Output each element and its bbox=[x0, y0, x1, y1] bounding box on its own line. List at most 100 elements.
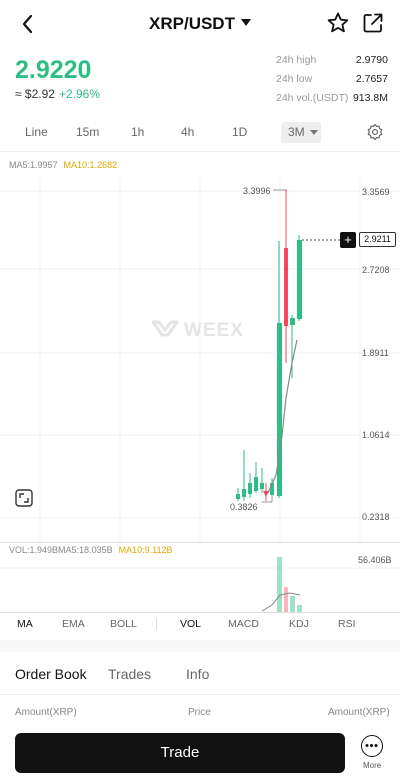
trading-pair-selector[interactable]: XRP/USDT bbox=[0, 14, 400, 34]
volume-legend: VOL:1.949BMA5:18.035B MA10:9.112B bbox=[9, 545, 172, 555]
volume-bar bbox=[277, 557, 282, 613]
indicator-bar: MA EMA BOLL VOL MACD KDJ RSI bbox=[0, 614, 400, 634]
watermark-text: WEEX bbox=[184, 320, 244, 341]
caret-down-icon bbox=[240, 19, 251, 26]
tab-trades[interactable]: Trades bbox=[108, 666, 152, 682]
stat-24h-high: 24h high 2.9790 bbox=[276, 53, 388, 72]
candle-body bbox=[260, 483, 264, 489]
indicator-kdj[interactable]: KDJ bbox=[289, 618, 309, 630]
volume-ma-line bbox=[261, 592, 301, 612]
timeframe-4h[interactable]: 4h bbox=[181, 125, 195, 139]
candle-body bbox=[277, 323, 282, 496]
indicator-ema[interactable]: EMA bbox=[62, 618, 85, 630]
volume-bar bbox=[290, 596, 295, 613]
watermark: WEEX bbox=[150, 318, 244, 342]
tab-info[interactable]: Info bbox=[186, 666, 210, 682]
add-order-button[interactable]: + bbox=[340, 232, 356, 248]
vol-value: VOL:1.949B bbox=[9, 545, 59, 555]
candle-body bbox=[242, 489, 246, 497]
stat-label: 24h vol.(USDT) bbox=[276, 92, 349, 104]
more-icon[interactable] bbox=[361, 735, 383, 757]
high-label: 3.3996 bbox=[243, 186, 271, 196]
low-label: 0.3826 bbox=[230, 502, 258, 512]
divider bbox=[0, 612, 400, 613]
chart-canvas bbox=[0, 173, 400, 543]
trade-button[interactable]: Trade bbox=[15, 733, 345, 773]
volume-bar bbox=[297, 605, 302, 613]
stat-value: 2.9790 bbox=[355, 54, 388, 66]
y-tick: 1.0614 bbox=[362, 430, 390, 440]
indicator-vol[interactable]: VOL bbox=[180, 618, 202, 630]
stat-label: 24h low bbox=[276, 73, 313, 85]
candle-body bbox=[290, 318, 295, 325]
divider bbox=[0, 542, 400, 543]
y-tick: 0.2318 bbox=[362, 512, 390, 522]
column-amount-bid: Amount(XRP) bbox=[15, 707, 77, 718]
timeframe-3m-dropdown[interactable]: 3M bbox=[281, 122, 321, 143]
y-tick: 1.8911 bbox=[362, 348, 389, 358]
chart-grid bbox=[0, 173, 400, 543]
ticker-stats: 24h high 2.9790 24h low 2.7657 24h vol.(… bbox=[276, 53, 388, 110]
timeframe-bar: Line 15m 1h 4h 1D 3M bbox=[0, 121, 400, 145]
stat-value: 913.8M bbox=[352, 92, 388, 104]
candle-body bbox=[297, 240, 302, 319]
ma-legend: MA5:1.9957 MA10:1.2682 bbox=[9, 160, 117, 170]
volume-chart: VOL:1.949BMA5:18.035B MA10:9.112B 56.406B bbox=[0, 543, 400, 613]
indicator-rsi[interactable]: RSI bbox=[338, 618, 356, 630]
divider bbox=[0, 151, 400, 152]
weex-logo-icon bbox=[151, 320, 179, 337]
stat-24h-volume: 24h vol.(USDT) 913.8M bbox=[276, 91, 388, 110]
timeframe-1h[interactable]: 1h bbox=[131, 125, 145, 139]
stat-label: 24h high bbox=[276, 54, 317, 66]
y-tick: 3.3569 bbox=[362, 187, 390, 197]
candle-body bbox=[254, 477, 258, 491]
indicator-ma[interactable]: MA bbox=[17, 618, 33, 630]
ma5-line bbox=[267, 339, 298, 494]
timeframe-15m[interactable]: 15m bbox=[76, 125, 100, 139]
candle-body bbox=[284, 248, 288, 326]
timeframe-line[interactable]: Line bbox=[25, 125, 48, 139]
back-arrow-icon[interactable] bbox=[14, 10, 42, 38]
more-dots-icon bbox=[365, 744, 378, 747]
candle-body bbox=[263, 491, 269, 497]
vol-ma10-value: MA10:9.112B bbox=[118, 545, 173, 555]
indicator-separator bbox=[156, 618, 157, 630]
volume-bars bbox=[0, 557, 400, 613]
ma10-value: MA10:1.2682 bbox=[63, 160, 118, 170]
section-gap bbox=[0, 640, 400, 652]
pair-name: XRP/USDT bbox=[149, 14, 235, 33]
caret-down-icon bbox=[309, 130, 318, 135]
top-bar: XRP/USDT bbox=[0, 0, 400, 48]
price-subline: ≈ $2.92 +2.96% bbox=[15, 87, 100, 101]
fullscreen-icon[interactable] bbox=[15, 489, 33, 507]
gear-icon[interactable] bbox=[366, 123, 384, 141]
column-price: Price bbox=[188, 707, 211, 718]
indicator-boll[interactable]: BOLL bbox=[110, 618, 137, 630]
more-label: More bbox=[363, 761, 382, 770]
volume-max-label: 56.406B bbox=[358, 555, 392, 565]
indicator-macd[interactable]: MACD bbox=[228, 618, 259, 630]
volume-bar bbox=[284, 587, 288, 613]
candlestick-chart[interactable]: WEEX MA5:1.9957 MA10:1.2682 3.3569 2.7208… bbox=[0, 153, 400, 543]
price-change: +2.96% bbox=[58, 87, 100, 101]
y-tick: 2.7208 bbox=[362, 265, 390, 275]
column-amount-ask: Amount(XRP) bbox=[328, 707, 390, 718]
timeframe-selected: 3M bbox=[288, 125, 305, 139]
candles bbox=[236, 190, 302, 501]
current-price-tag: 2.9211 bbox=[359, 232, 396, 247]
candle-body bbox=[248, 483, 252, 494]
timeframe-1d[interactable]: 1D bbox=[232, 125, 248, 139]
divider bbox=[0, 694, 400, 695]
candle-body bbox=[270, 483, 274, 495]
bottom-tabs: Order Book Trades Info bbox=[0, 665, 400, 689]
ma5-value: MA5:1.9957 bbox=[9, 160, 58, 170]
fiat-price: ≈ $2.92 bbox=[15, 87, 55, 101]
candle-body bbox=[236, 494, 240, 499]
vol-ma5-value: MA5:18.035B bbox=[58, 545, 113, 555]
tab-order-book[interactable]: Order Book bbox=[15, 666, 87, 682]
share-icon[interactable] bbox=[361, 11, 385, 35]
stat-24h-low: 24h low 2.7657 bbox=[276, 72, 388, 91]
stat-value: 2.7657 bbox=[355, 73, 388, 85]
last-price: 2.9220 bbox=[15, 56, 92, 84]
favorite-star-icon[interactable] bbox=[326, 11, 350, 35]
